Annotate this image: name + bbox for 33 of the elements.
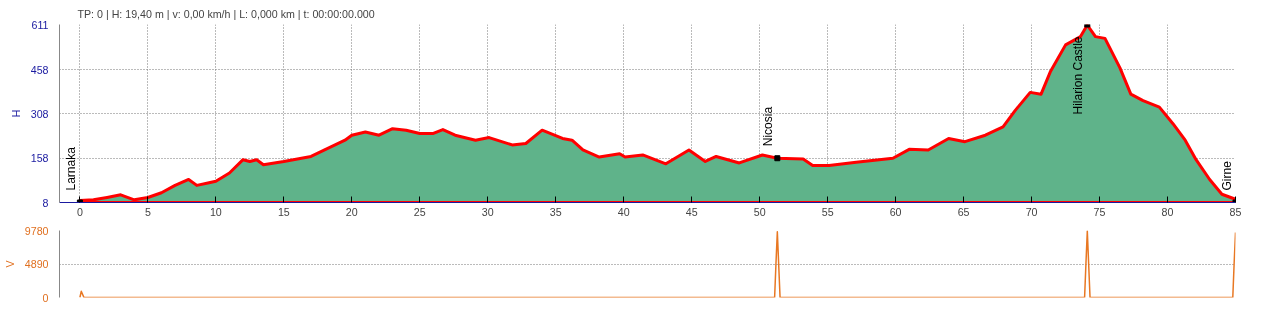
annotation: Larnaka: [63, 146, 78, 191]
chart-title: TP: 0 | H: 19,40 m | v: 0,00 km/h | L: 0,000 km | t: 00:00:00.000: [77, 7, 375, 20]
x-tick-label: 15: [277, 205, 290, 218]
y-tick-label: 611: [31, 18, 49, 31]
x-tick-label: 30: [481, 205, 494, 218]
x-tick-label: 5: [144, 205, 151, 218]
y-tick-label: 0: [42, 291, 49, 304]
annotation: Hilarion Castle: [1071, 36, 1086, 115]
y-tick-label: 9780: [24, 224, 49, 237]
x-tick-label: 60: [889, 205, 902, 218]
x-tick-label: 40: [617, 205, 630, 218]
x-tick-label: 50: [753, 205, 766, 218]
x-tick-label: 80: [1161, 205, 1174, 218]
x-tick-label: 0: [76, 205, 83, 218]
x-tick-label: 25: [413, 205, 426, 218]
x-tick-label: 65: [957, 205, 970, 218]
annotation: Girne: [1219, 160, 1234, 191]
y-tick-label: 308: [30, 107, 49, 120]
y-axis-title: V: [3, 259, 16, 268]
x-tick-label: 45: [685, 205, 698, 218]
y-tick-label: 8: [42, 196, 49, 209]
x-tick-label: 55: [821, 205, 834, 218]
x-tick-label: 10: [209, 205, 222, 218]
y-axis-title: H: [9, 109, 22, 118]
y-tick-label: 4890: [24, 258, 49, 270]
annotation: Nicosia: [761, 106, 776, 147]
y-tick-label: 158: [30, 152, 49, 165]
x-tick-label: 35: [549, 205, 562, 218]
x-tick-label: 85: [1229, 205, 1242, 218]
y-tick-label: 458: [30, 63, 49, 76]
x-tick-label: 75: [1093, 205, 1106, 218]
x-tick-label: 70: [1025, 205, 1038, 218]
x-tick-label: 20: [345, 205, 358, 218]
